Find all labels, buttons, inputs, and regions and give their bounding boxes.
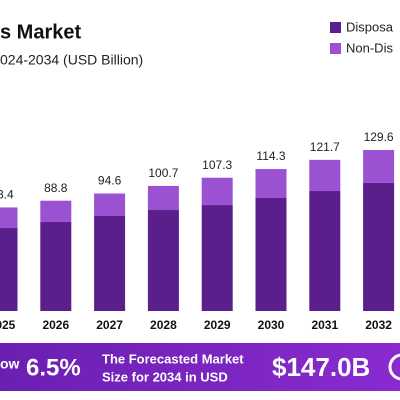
chart-title: s Market: [0, 21, 81, 43]
icon: [388, 353, 400, 381]
x-tick-label: 2025: [0, 318, 16, 332]
data-label: 114.3: [256, 149, 285, 163]
legend-swatch: [330, 43, 341, 54]
plot: 83.4 2025 88.8 2026 94.6 2027 100.7 2028 107.3 20…: [0, 130, 395, 332]
x-tick-label: 2026: [42, 318, 69, 332]
data-label: 129.6: [364, 130, 394, 144]
growth-label: ow: [0, 356, 20, 372]
bar-segment: [309, 159, 341, 192]
data-label: 88.8: [44, 181, 68, 195]
bar-segment: [147, 185, 179, 211]
bar-segment: [147, 210, 179, 311]
bar-segment: [363, 182, 395, 311]
legend-label: Disposa: [346, 19, 394, 34]
forecast-value: $147.0B: [272, 352, 370, 382]
x-tick-label: 2027: [96, 318, 123, 332]
x-tick-label: 2032: [365, 318, 392, 332]
legend-label: Non-Dis: [346, 40, 393, 55]
x-tick-label: 2029: [204, 318, 231, 332]
bar-segment: [40, 200, 72, 222]
data-label: 107.3: [202, 158, 232, 172]
data-label: 83.4: [0, 188, 14, 202]
bar-segment: [255, 197, 287, 311]
data-label: 94.6: [98, 174, 122, 188]
bar-segment: [40, 221, 72, 311]
legend: Disposa Non-Dis: [330, 19, 394, 55]
x-tick-label: 2028: [150, 318, 177, 332]
bar-segment: [255, 169, 287, 198]
growth-rate: 6.5%: [26, 354, 81, 381]
bar-segment: [94, 193, 126, 216]
chart-subtitle: 024-2034 (USD Billion): [0, 52, 143, 68]
footer-banner: [0, 343, 400, 391]
x-tick-label: 2030: [258, 318, 285, 332]
bar-segment: [0, 207, 18, 229]
legend-swatch: [330, 22, 341, 33]
forecast-text: The Forecasted Market: [102, 351, 244, 366]
bar-segment: [363, 150, 395, 183]
x-tick-label: 2031: [311, 318, 338, 332]
bar-segment: [94, 215, 126, 311]
bar-segment: [201, 177, 233, 206]
data-label: 100.7: [148, 166, 178, 180]
bar-segment: [201, 205, 233, 311]
data-label: 121.7: [310, 140, 340, 154]
bar-segment: [0, 228, 18, 311]
bar-segment: [309, 191, 341, 311]
forecast-text: Size for 2034 in USD: [102, 369, 228, 384]
